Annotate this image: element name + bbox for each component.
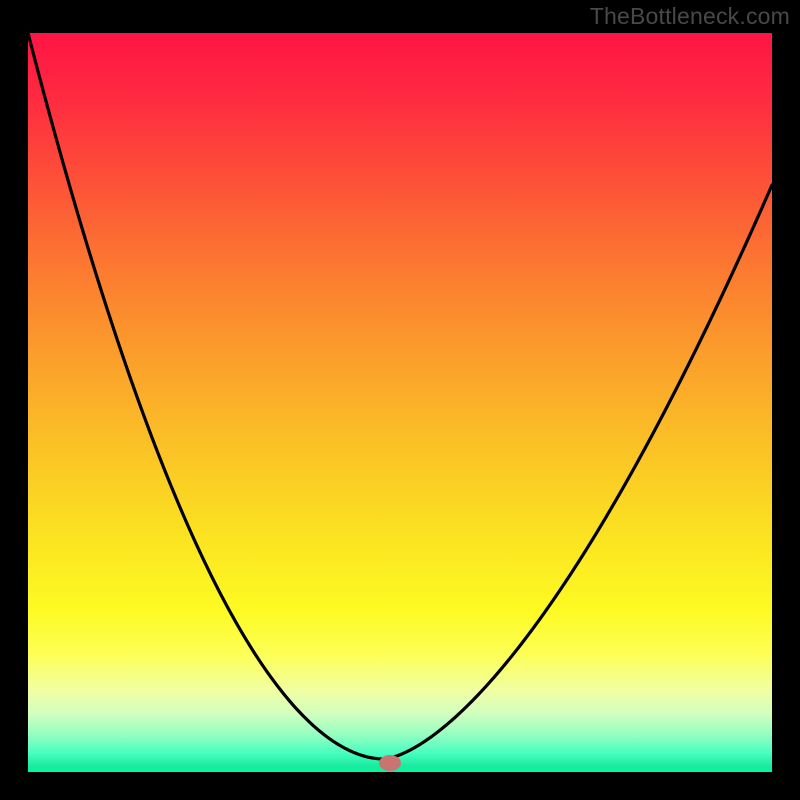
baseline-strip (28, 767, 772, 772)
optimal-point-marker (379, 755, 401, 771)
watermark-text: TheBottleneck.com (590, 3, 790, 30)
